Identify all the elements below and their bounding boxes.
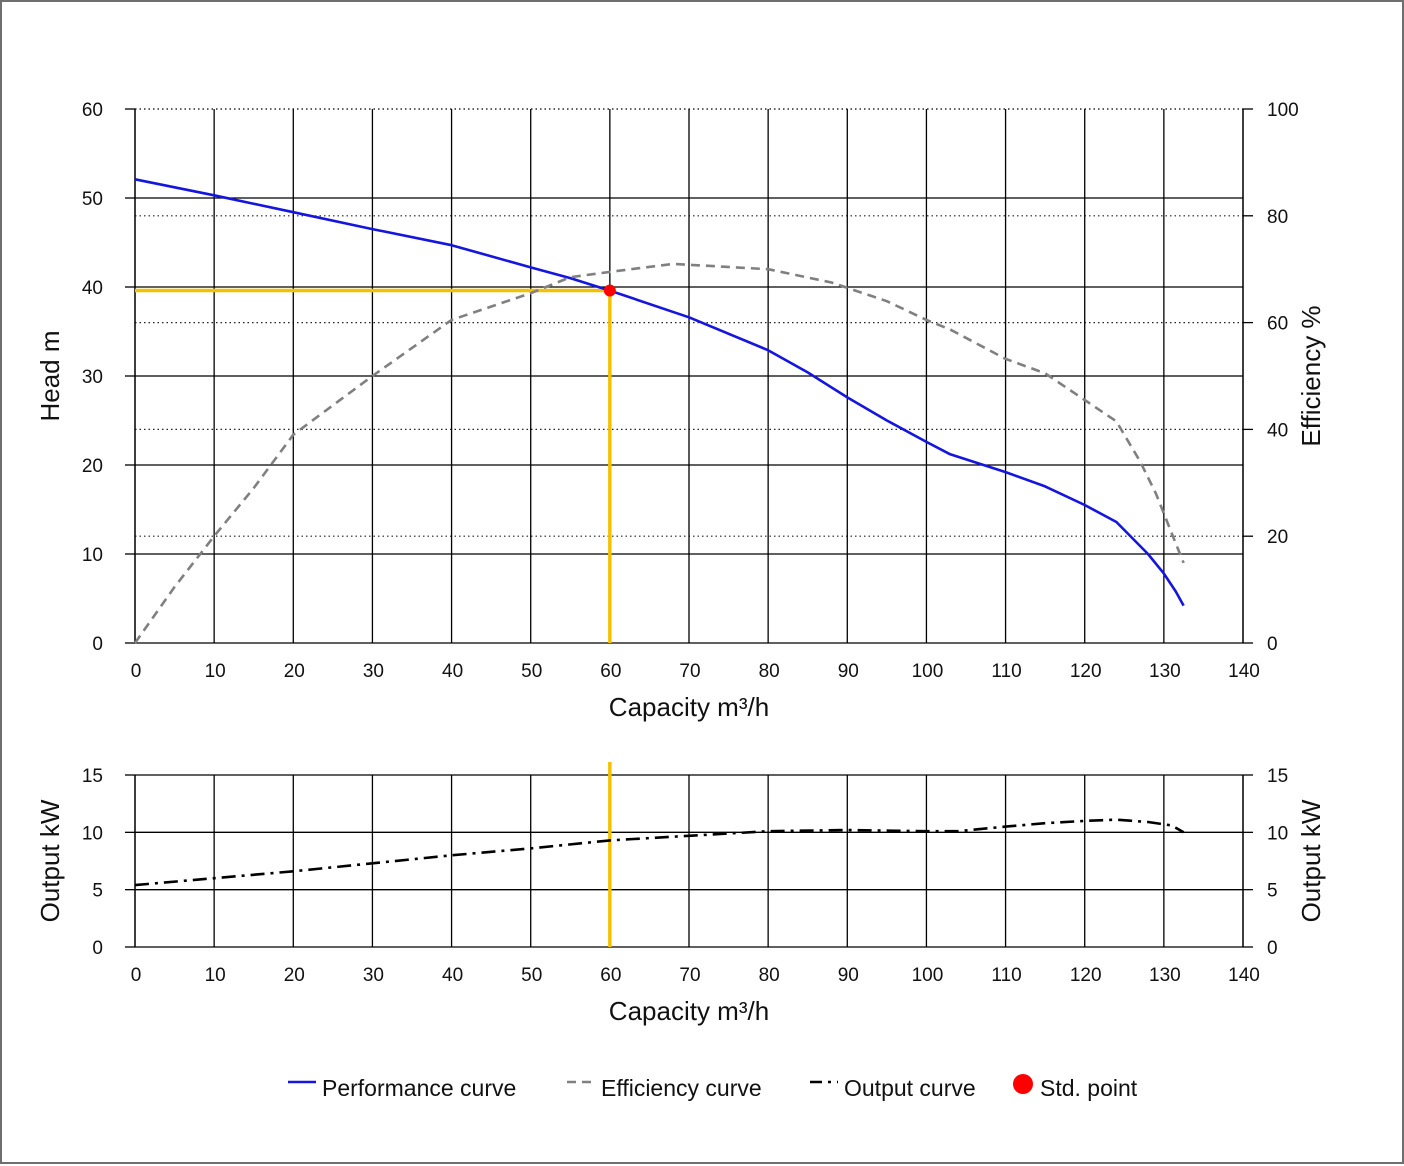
x-tick-label: 10 <box>205 661 226 682</box>
efficiency-curveline <box>133 262 1185 644</box>
output-x-tick-label: 30 <box>363 965 384 986</box>
head-tick-label: 20 <box>82 456 103 477</box>
legend-swatch-std-point <box>1013 1074 1033 1094</box>
efficiency-axis-title: Efficiency % <box>1296 305 1326 446</box>
output-x-tick-label: 110 <box>991 965 1021 986</box>
output-plot: 0 10 20 30 40 50 60 70 80 90 100 110 120 130 140051015… <box>35 762 1326 1026</box>
output-left-tick-label: 5 <box>92 881 103 902</box>
x-tick-label: 80 <box>759 661 780 682</box>
output-x-tick-label: 20 <box>284 965 305 986</box>
output-right-axis-title: Output kW <box>1296 799 1326 922</box>
x-tick-label: 100 <box>912 661 944 682</box>
head-tick-label: 0 <box>92 634 103 655</box>
head-tick-label: 40 <box>82 278 103 299</box>
legend-label: Efficiency curve <box>601 1075 762 1101</box>
output-left-axis-title: Output kW <box>35 799 65 922</box>
x-tick-label: 140 <box>1228 661 1260 682</box>
head-tick-label: 10 <box>82 545 103 566</box>
x-tick-label: 130 <box>1149 661 1181 682</box>
output-x-tick-label: 40 <box>442 965 463 986</box>
x-tick-label: 120 <box>1070 661 1102 682</box>
x-tick-label: 30 <box>363 661 384 682</box>
efficiency-tick-label: 80 <box>1267 207 1288 228</box>
efficiency-tick-label: 20 <box>1267 527 1288 548</box>
output-curve-line <box>134 818 1185 887</box>
x-tick-label: 0 <box>131 661 142 682</box>
efficiency-tick-label: 60 <box>1267 314 1288 335</box>
output-x-tick-label: 70 <box>679 965 700 986</box>
legend-label: Std. point <box>1040 1075 1138 1101</box>
output-x-tick-label: 50 <box>521 965 542 986</box>
output-x-axis-title: Capacity m³/h <box>609 996 769 1026</box>
output-right-tick-label: 10 <box>1267 823 1288 844</box>
x-tick-label: 50 <box>521 661 542 682</box>
output-x-tick-label: 60 <box>600 965 621 986</box>
head-tick-label: 60 <box>82 100 103 121</box>
output-x-tick-label: 10 <box>205 965 226 986</box>
output-x-tick-label: 120 <box>1070 965 1102 986</box>
main-plot: 0 10 20 30 40 50 60 70 80 90 100 110 120 130 140 0 10 20 3… <box>35 100 1326 722</box>
std-point-marker <box>603 284 616 297</box>
efficiency-tick-label: 40 <box>1267 420 1288 441</box>
x-tick-label: 40 <box>442 661 463 682</box>
x-tick-label: 70 <box>679 661 700 682</box>
x-tick-label: 60 <box>600 661 621 682</box>
output-right-tick-label: 15 <box>1267 766 1288 787</box>
legend-label: Output curve <box>844 1075 976 1101</box>
output-left-tick-label: 0 <box>92 938 103 959</box>
output-x-tick-label: 80 <box>759 965 780 986</box>
output-x-tick-label: 100 <box>912 965 944 986</box>
performance-curveline <box>134 178 1185 607</box>
x-axis-title: Capacity m³/h <box>609 692 769 722</box>
legend: Performance curve Efficiency curve Output … <box>288 1074 1138 1101</box>
output-right-tick-label: 0 <box>1267 938 1278 959</box>
x-tick-label: 90 <box>838 661 859 682</box>
x-tick-label: 110 <box>991 661 1021 682</box>
legend-label: Performance curve <box>322 1075 516 1101</box>
output-x-tick-label: 140 <box>1228 965 1260 986</box>
output-x-tick-label: 130 <box>1149 965 1181 986</box>
efficiency-tick-label: 0 <box>1267 634 1278 655</box>
head-axis-title: Head m <box>35 330 65 421</box>
output-right-tick-label: 5 <box>1267 881 1278 902</box>
head-tick-label: 50 <box>82 189 103 210</box>
output-x-tick-label: 90 <box>838 965 859 986</box>
head-tick-label: 30 <box>82 367 103 388</box>
output-left-tick-label: 10 <box>82 823 103 844</box>
x-tick-label: 20 <box>284 661 305 682</box>
output-x-tick-label: 0 <box>131 965 142 986</box>
efficiency-tick-label: 100 <box>1267 100 1299 121</box>
output-left-tick-label: 15 <box>82 766 103 787</box>
